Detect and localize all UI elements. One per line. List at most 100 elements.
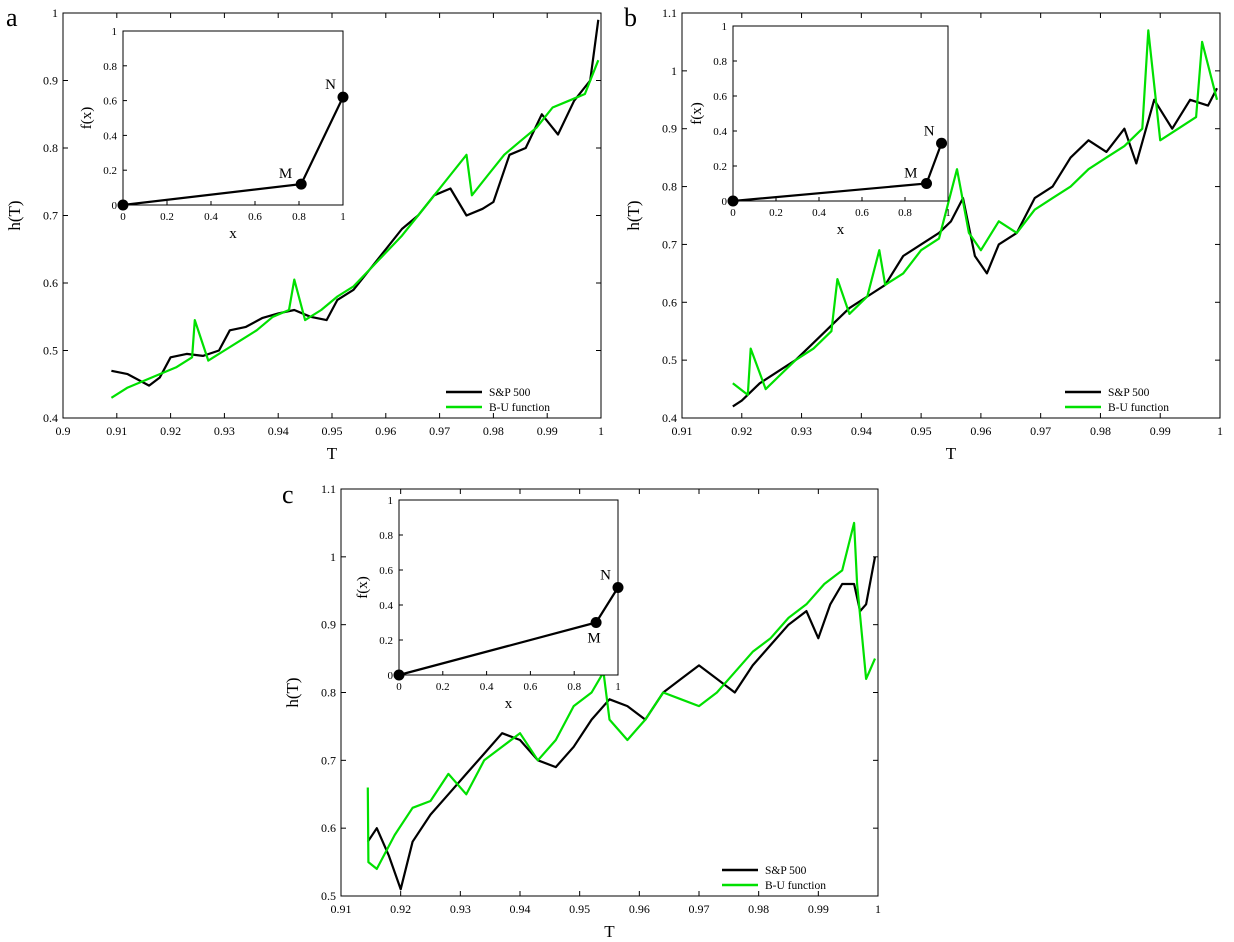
inset-point-label: N [924, 123, 935, 139]
legend-label: S&P 500 [765, 865, 807, 877]
inset-point [590, 617, 602, 628]
panel-label: a [6, 3, 18, 32]
inset-y-tick-label: 0 [112, 200, 118, 212]
plot-frame [681, 12, 1221, 419]
inset-point [612, 582, 624, 593]
y-tick-label: 0.9 [662, 122, 677, 136]
x-tick-label: 0.91 [106, 424, 127, 438]
inset-x-tick-label: 1 [945, 207, 951, 219]
inset-plot: 0 0.2 0.4 0.6 0.8 1 0 0.2 0.4 0.6 0.8 1 x f(x) M N [689, 21, 951, 238]
x-tick-label: 0.99 [537, 424, 558, 438]
x-tick-label: 0.91 [331, 902, 352, 916]
chart-panel-b: b0.91 0.92 0.93 0.94 0.95 0.96 0.97 0.98 0.99 10.… [624, 3, 1223, 463]
x-tick-label: 0.99 [1150, 424, 1171, 438]
y-tick-label: 0.5 [321, 889, 336, 903]
inset-y-tick-label: 1 [388, 495, 394, 507]
inset-y-tick-label: 0.2 [379, 635, 393, 647]
y-axis-title: h(T) [624, 200, 643, 230]
inset-point [117, 199, 129, 211]
x-tick-label: 0.95 [322, 424, 343, 438]
x-tick-label: 0.98 [1090, 424, 1111, 438]
inset-y-tick-label: 0.4 [103, 130, 117, 142]
inset-x-tick-label: 0 [396, 681, 402, 693]
legend-label: S&P 500 [1108, 387, 1150, 399]
inset-point [393, 669, 405, 681]
y-axis-title: h(T) [283, 677, 302, 707]
y-axis-title: h(T) [5, 200, 24, 230]
inset-x-tick-label: 0.4 [480, 681, 494, 693]
legend-label: B-U function [765, 880, 826, 892]
series-line-sp500 [732, 87, 1218, 408]
inset-point [295, 178, 307, 190]
inset-y-tick-label: 0.2 [713, 161, 727, 173]
inset-point-label: N [325, 77, 336, 93]
inset-x-axis-title: x [505, 696, 513, 712]
y-tick-label: 1 [330, 550, 336, 564]
inset-y-tick-label: 0.6 [713, 91, 727, 103]
y-tick-label: 0.6 [321, 821, 336, 835]
y-tick-label: 0.4 [662, 411, 677, 425]
x-tick-label: 0.93 [450, 902, 471, 916]
chart-panel-a: a0.9 0.91 0.92 0.93 0.94 0.95 0.96 0.97 0.98 0.99… [5, 3, 604, 463]
y-tick-label: 0.8 [662, 180, 677, 194]
inset-y-tick-label: 0.8 [379, 530, 393, 542]
inset-x-tick-label: 0.6 [248, 211, 262, 223]
inset-frame [398, 499, 619, 676]
y-tick-label: 0.7 [662, 237, 677, 251]
inset-point [727, 195, 739, 207]
inset-x-axis-title: x [837, 222, 845, 238]
x-tick-label: 0.94 [510, 902, 531, 916]
x-tick-label: 0.91 [672, 424, 693, 438]
y-tick-label: 0.6 [43, 276, 58, 290]
x-tick-label: 0.92 [160, 424, 181, 438]
x-tick-label: 0.96 [375, 424, 396, 438]
y-tick-label: 0.8 [43, 141, 58, 155]
inset-x-tick-label: 0.8 [898, 207, 912, 219]
inset-y-tick-label: 0.8 [103, 61, 117, 73]
panel-label: c [282, 480, 294, 509]
legend-label: S&P 500 [489, 387, 531, 399]
inset-y-tick-label: 1 [112, 26, 118, 38]
inset-x-tick-label: 0.2 [769, 207, 783, 219]
y-tick-label: 0.9 [321, 618, 336, 632]
series-line-bu-function [366, 521, 877, 870]
inset-x-tick-label: 0.8 [292, 211, 306, 223]
x-tick-label: 1 [1217, 424, 1223, 438]
legend: S&P 500 B-U function [1065, 387, 1169, 414]
inset-x-tick-label: 0.2 [436, 681, 450, 693]
chart-panel-c: c0.91 0.92 0.93 0.94 0.95 0.96 0.97 0.98 0.99 10.… [282, 480, 881, 941]
x-tick-label: 1 [598, 424, 604, 438]
series-line-bu-function [110, 59, 600, 399]
x-tick-label: 0.95 [911, 424, 932, 438]
inset-x-tick-label: 0 [730, 207, 736, 219]
y-tick-label: 0.7 [321, 753, 336, 767]
inset-x-tick-label: 0.8 [567, 681, 581, 693]
y-tick-label: 1.1 [321, 482, 336, 496]
inset-y-tick-label: 0.4 [713, 126, 727, 138]
inset-frame [122, 30, 344, 206]
inset-point-label: M [279, 166, 292, 182]
inset-y-axis-title: f(x) [79, 107, 95, 130]
legend: S&P 500 B-U function [446, 387, 550, 414]
x-tick-label: 0.98 [748, 902, 769, 916]
y-tick-label: 1 [52, 6, 58, 20]
inset-x-tick-label: 0.2 [160, 211, 174, 223]
inset-x-tick-label: 0.6 [855, 207, 869, 219]
x-tick-label: 0.92 [731, 424, 752, 438]
inset-point [921, 178, 932, 189]
legend-label: B-U function [489, 402, 550, 414]
inset-point [936, 137, 948, 149]
inset-frame [732, 25, 949, 202]
x-tick-label: 0.99 [808, 902, 829, 916]
inset-y-tick-label: 0.4 [379, 600, 393, 612]
y-tick-label: 0.4 [43, 411, 58, 425]
inset-plot: 0 0.2 0.4 0.6 0.8 1 0 0.2 0.4 0.6 0.8 1 x f(x) M N [79, 26, 349, 242]
y-tick-label: 0.5 [43, 344, 58, 358]
inset-y-axis-title: f(x) [355, 576, 371, 599]
inset-x-tick-label: 0 [120, 211, 126, 223]
inset-x-tick-label: 1 [340, 211, 346, 223]
x-axis-title: T [604, 922, 615, 941]
x-axis-title: T [946, 444, 957, 463]
x-tick-label: 1 [875, 902, 881, 916]
